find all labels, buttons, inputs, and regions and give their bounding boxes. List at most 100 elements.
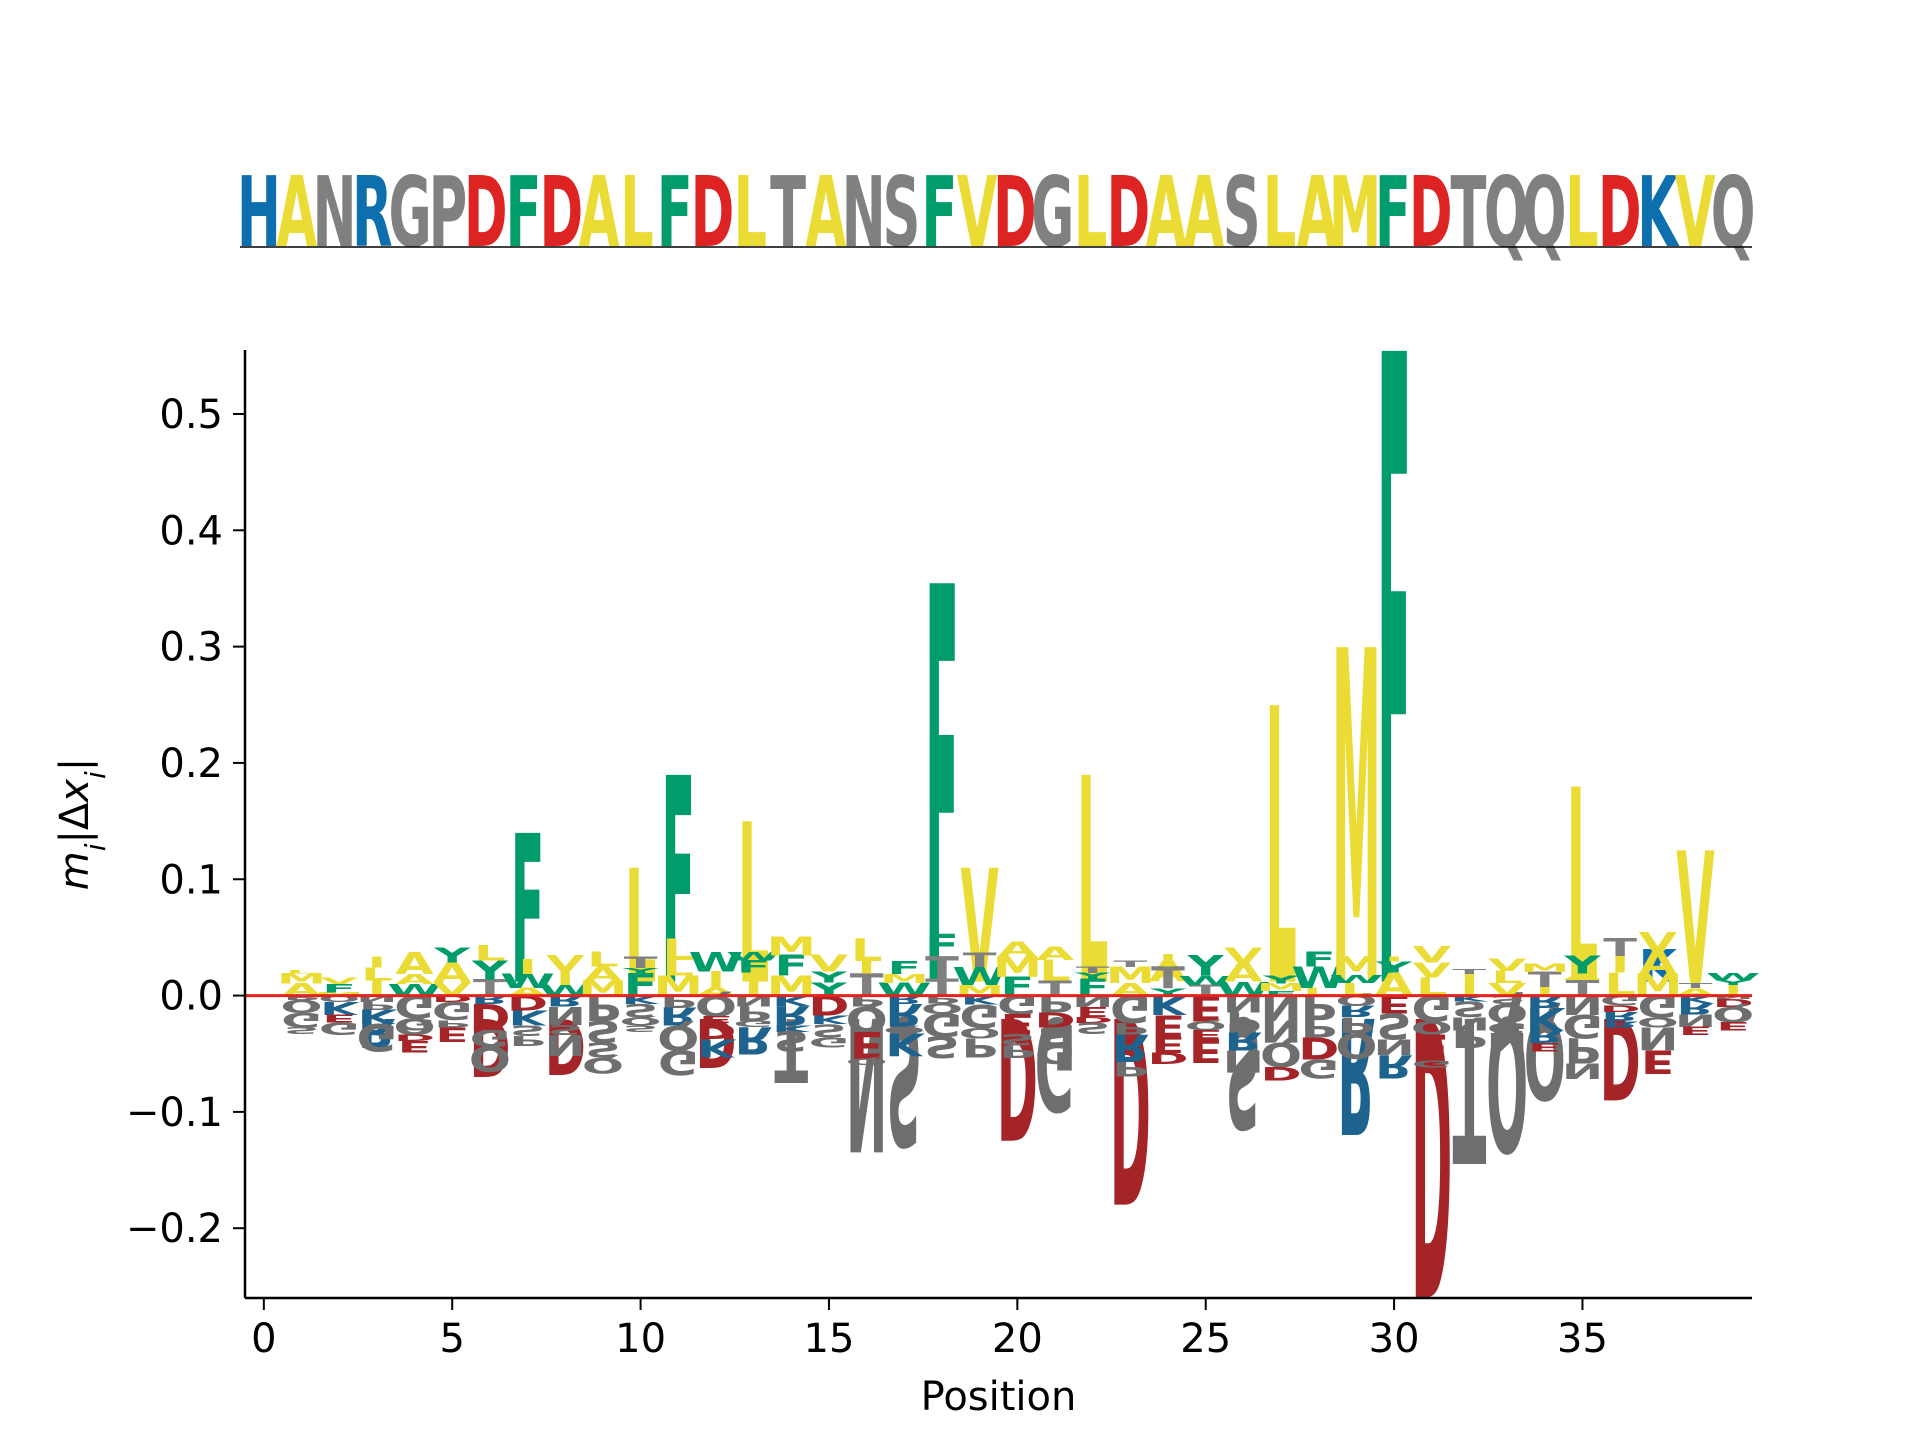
noise-letter: T — [1076, 965, 1111, 975]
x-tick-label: 5 — [439, 1316, 464, 1362]
noise-letter: Y — [433, 944, 471, 967]
noise-letter: W — [952, 963, 1007, 991]
noise-letter: D — [432, 993, 473, 1003]
noise-letter: P — [1037, 990, 1073, 1017]
wildtype-letter-D: D — [1409, 156, 1453, 269]
noise-letter: Q — [469, 1038, 511, 1079]
noise-letter: V — [1413, 958, 1452, 982]
axes: 0 5 10 15 20 25 30 35 −0.2 −0.1 0.0 0.1 0.2 0.3 0.4 0.5 — [126, 350, 1752, 1362]
noise-letter: Q — [921, 1000, 963, 1016]
noise-letter: N — [1260, 987, 1301, 1027]
noise-letter: N — [1562, 989, 1603, 1020]
noise-letter: A — [1563, 972, 1602, 983]
logo-letter-R: R — [1337, 981, 1375, 1167]
y-tick-label: −0.1 — [126, 1090, 223, 1136]
noise-letter: I — [1686, 974, 1704, 985]
noise-letter: E — [699, 1014, 733, 1025]
noise-letter: K — [1149, 989, 1190, 1020]
x-tick-label: 35 — [1557, 1316, 1608, 1362]
wildtype-letter-K: K — [1637, 156, 1679, 269]
wildtype-letter-Q: Q — [1711, 156, 1756, 269]
noise-letter: P — [509, 1033, 545, 1048]
noise-letter: M — [654, 971, 703, 1002]
logo-letter-F: F — [511, 792, 545, 1030]
noise-letter: D — [1713, 996, 1754, 1009]
noise-letter: D — [808, 989, 849, 1021]
logo-letter-N: N — [846, 975, 887, 1189]
noise-letter: G — [470, 1024, 511, 1051]
noise-letter: Y — [621, 967, 659, 975]
logo-letter-L: L — [1265, 630, 1297, 1072]
noise-letter: R — [1526, 1027, 1564, 1047]
noise-letter: T — [1603, 934, 1637, 962]
noise-letter: G — [1487, 1019, 1528, 1036]
noise-letter: E — [435, 1023, 469, 1046]
wildtype-letter-M: M — [1329, 156, 1381, 269]
noise-letter: W — [689, 947, 744, 978]
wildtype-letter-D: D — [539, 156, 583, 269]
x-tick-label: 10 — [615, 1316, 666, 1362]
logo-letter-G: G — [1035, 989, 1076, 1138]
noise-letter: Y — [1375, 959, 1413, 977]
noise-letter: N — [356, 993, 397, 1003]
logo-letter-V: V — [960, 837, 998, 1019]
logo-letter-Q: Q — [1486, 975, 1528, 1189]
noise-letter: Q — [846, 998, 888, 1038]
logo-letter-A: A — [1149, 955, 1188, 989]
noise-letter: N — [545, 1028, 586, 1061]
noise-letter: E — [1377, 989, 1411, 1017]
wildtype-letter-A: A — [806, 156, 847, 269]
noise-letter: Q — [582, 1053, 624, 1077]
wildtype-letter-D: D — [1598, 156, 1642, 269]
noise-letter: D — [1147, 1048, 1188, 1067]
noise-letter: T — [1113, 959, 1148, 969]
noise-letter: S — [1037, 1021, 1073, 1049]
noise-letter: G — [658, 1042, 699, 1081]
noise-letter: M — [767, 932, 816, 962]
noise-letter: E — [1189, 1027, 1223, 1041]
noise-letter: M — [1106, 963, 1155, 989]
logo-letter-F: F — [925, 475, 959, 1112]
noise-letter: L — [1039, 955, 1071, 987]
noise-letter: Q — [959, 1024, 1001, 1041]
noise-letter: D — [1072, 1015, 1113, 1024]
noise-letter: K — [358, 1005, 399, 1028]
noise-letter: A — [584, 963, 622, 986]
noise-letter: K — [810, 1013, 850, 1027]
wildtype-letter-F: F — [921, 156, 957, 269]
wildtype-letter-A: A — [1184, 156, 1225, 269]
noise-letter: G — [809, 1034, 850, 1050]
noise-letter: G — [959, 997, 1000, 1033]
noise-letter: P — [962, 1032, 998, 1062]
noise-letter: R — [659, 1001, 697, 1030]
noise-letter: S — [585, 1014, 621, 1049]
noise-letter: T — [1679, 982, 1713, 990]
wildtype-letter-D: D — [464, 156, 508, 269]
noise-letter: Q — [695, 989, 737, 1022]
noise-letter: F — [624, 967, 658, 1003]
noise-letter: D — [1600, 1003, 1641, 1013]
noise-letter: Q — [1411, 1017, 1453, 1037]
noise-letter: M — [993, 951, 1042, 984]
noise-letter: F — [322, 982, 356, 995]
wildtype-letter-F: F — [1375, 156, 1411, 269]
noise-letter: L — [851, 933, 883, 969]
noise-letter: N — [1562, 1059, 1603, 1083]
noise-letter: R — [1224, 1026, 1262, 1054]
logo-letter-Q: Q — [1524, 992, 1566, 1121]
noise-letter: M — [1332, 951, 1381, 981]
wildtype-letter-L: L — [1565, 156, 1599, 269]
noise-letter: F — [774, 951, 808, 983]
noise-letter: I — [368, 954, 386, 972]
noise-letter: E — [850, 1023, 884, 1065]
small-letter-texture: AMLPQGSMFVQKEGILINPKGWAAGQDEVAYDGPETYLRD… — [277, 927, 1761, 1085]
y-tick-label: 0.0 — [159, 974, 223, 1020]
noise-letter: M — [880, 971, 929, 986]
logo-letter-R: R — [358, 1009, 396, 1056]
wildtype-letter-H: H — [237, 156, 281, 269]
noise-letter: E — [1641, 1043, 1675, 1081]
noise-letter: G — [1411, 986, 1452, 1027]
noise-letter: R — [1601, 1019, 1639, 1028]
noise-letter: W — [1178, 974, 1233, 988]
noise-letter: G — [357, 1015, 398, 1058]
